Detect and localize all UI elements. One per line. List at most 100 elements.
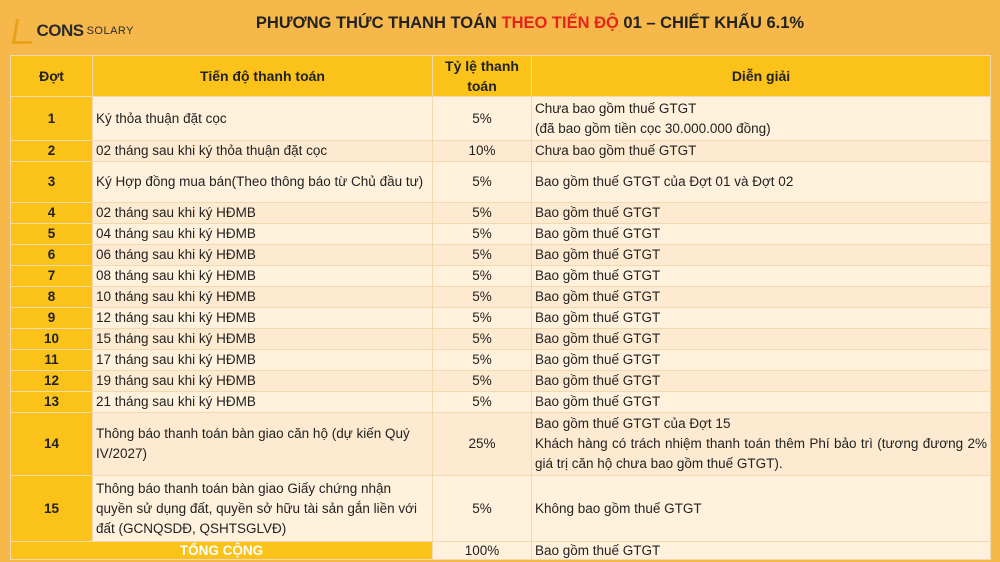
row-dot: 1	[10, 96, 93, 141]
row-dot: 4	[10, 202, 93, 224]
note-line: Bao gồm thuế GTGT	[535, 226, 661, 241]
row-dot: 13	[10, 391, 93, 413]
row-rate: 5%	[432, 328, 532, 350]
row-rate: 5%	[432, 265, 532, 287]
note-line: Bao gồm thuế GTGT	[535, 205, 661, 220]
logo: CONS SOLARY	[11, 16, 134, 46]
row-note: Bao gồm thuế GTGT	[531, 328, 991, 350]
row-dot: 11	[10, 349, 93, 371]
row-dot: 12	[10, 370, 93, 392]
row-rate: 5%	[432, 370, 532, 392]
table-row: 14 Thông báo thanh toán bàn giao căn hộ (…	[10, 412, 991, 476]
table-row: 1 Ký thỏa thuận đặt cọc 5% Chưa bao gồm thu…	[10, 96, 991, 141]
row-rate: 5%	[432, 391, 532, 413]
row-rate: 5%	[432, 286, 532, 308]
note-line: Bao gồm thuế GTGT	[535, 247, 661, 262]
header-rate: Tỷ lệ thanh toán	[432, 55, 532, 97]
row-dot: 10	[10, 328, 93, 350]
row-dot: 5	[10, 223, 93, 245]
header-progress: Tiến độ thanh toán	[92, 55, 433, 97]
row-rate: 5%	[432, 202, 532, 224]
note-line: Bao gồm thuế GTGT	[535, 268, 661, 283]
row-rate: 5%	[432, 244, 532, 266]
row-note: Bao gồm thuế GTGT	[531, 244, 991, 266]
table-row: 12 19 tháng sau khi ký HĐMB 5% Bao gồm thuế…	[10, 370, 991, 392]
row-note: Bao gồm thuế GTGT	[531, 349, 991, 371]
row-dot: 15	[10, 475, 93, 542]
table-row: 5 04 tháng sau khi ký HĐMB 5% Bao gồm thuế …	[10, 223, 991, 245]
row-rate: 5%	[432, 223, 532, 245]
table-row: 3 Ký Hợp đồng mua bán(Theo thông báo từ C…	[10, 161, 991, 203]
row-note: Chưa bao gồm thuế GTGT	[531, 140, 991, 162]
row-dot: 9	[10, 307, 93, 329]
row-progress: Ký thỏa thuận đặt cọc	[92, 96, 433, 141]
table-header-row: Đợt Tiến độ thanh toán Tỷ lệ thanh toán …	[10, 55, 991, 97]
page-title: PHƯƠNG THỨC THANH TOÁN THEO TIẾN ĐỘ 01 –…	[210, 14, 850, 33]
row-progress: 08 tháng sau khi ký HĐMB	[92, 265, 433, 287]
row-note: Bao gồm thuế GTGT của Đợt 01 và Đợt 02	[531, 161, 991, 203]
payment-schedule-table: Đợt Tiến độ thanh toán Tỷ lệ thanh toán …	[10, 55, 991, 560]
table-row: 6 06 tháng sau khi ký HĐMB 5% Bao gồm thuế …	[10, 244, 991, 266]
row-progress: 15 tháng sau khi ký HĐMB	[92, 328, 433, 350]
table-row: 15 Thông báo thanh toán bàn giao Giấy chứ…	[10, 475, 991, 542]
title-part2: 01 – CHIẾT KHẤU 6.1%	[618, 14, 805, 32]
row-progress: 19 tháng sau khi ký HĐMB	[92, 370, 433, 392]
row-note: Bao gồm thuế GTGT	[531, 223, 991, 245]
logo-sub: SOLARY	[86, 25, 134, 37]
table-row: 10 15 tháng sau khi ký HĐMB 5% Bao gồm thuế…	[10, 328, 991, 350]
logo-brand: CONS	[36, 21, 84, 40]
title-highlight: THEO TIẾN ĐỘ	[501, 14, 619, 32]
row-note: Bao gồm thuế GTGT	[531, 370, 991, 392]
row-rate: 5%	[432, 349, 532, 371]
header-dot: Đợt	[10, 55, 93, 97]
note-line: Chưa bao gồm thuế GTGT	[535, 100, 697, 116]
note-line: Bao gồm thuế GTGT	[535, 373, 661, 388]
table-row: 9 12 tháng sau khi ký HĐMB 5% Bao gồm thuế …	[10, 307, 991, 329]
row-progress: Thông báo thanh toán bàn giao căn hộ (dự…	[92, 412, 433, 476]
row-progress: 04 tháng sau khi ký HĐMB	[92, 223, 433, 245]
note-line: (đã bao gồm tiền cọc 30.000.000 đồng)	[535, 120, 771, 136]
table-row: 13 21 tháng sau khi ký HĐMB 5% Bao gồm thuế…	[10, 391, 991, 413]
row-dot: 3	[10, 161, 93, 203]
row-rate: 25%	[432, 412, 532, 476]
note-line: Khách hàng có trách nhiệm thanh toán thê…	[535, 436, 987, 471]
table-row: 7 08 tháng sau khi ký HĐMB 5% Bao gồm thuế …	[10, 265, 991, 287]
row-note: Bao gồm thuế GTGT	[531, 265, 991, 287]
row-progress: 06 tháng sau khi ký HĐMB	[92, 244, 433, 266]
row-dot: 2	[10, 140, 93, 162]
note-line: Bao gồm thuế GTGT	[535, 310, 661, 325]
total-rate: 100%	[432, 541, 532, 560]
row-note: Bao gồm thuế GTGT của Đợt 15 Khách hàng c…	[531, 412, 991, 476]
table-row: 11 17 tháng sau khi ký HĐMB 5% Bao gồm thuế…	[10, 349, 991, 371]
note-line: Bao gồm thuế GTGT	[535, 394, 661, 409]
row-note: Bao gồm thuế GTGT	[531, 286, 991, 308]
row-rate: 5%	[432, 96, 532, 141]
table-row: 4 02 tháng sau khi ký HĐMB 5% Bao gồm thuế …	[10, 202, 991, 224]
row-rate: 5%	[432, 307, 532, 329]
header-note: Diễn giải	[531, 55, 991, 97]
title-part1: PHƯƠNG THỨC THANH TOÁN	[255, 14, 502, 32]
table-row: 2 02 tháng sau khi ký thỏa thuận đặt cọc 1…	[10, 140, 991, 162]
row-progress: 02 tháng sau khi ký thỏa thuận đặt cọc	[92, 140, 433, 162]
row-note: Bao gồm thuế GTGT	[531, 307, 991, 329]
row-progress: Ký Hợp đồng mua bán(Theo thông báo từ Ch…	[92, 161, 433, 203]
row-progress: 12 tháng sau khi ký HĐMB	[92, 307, 433, 329]
note-line: Bao gồm thuế GTGT	[535, 331, 661, 346]
note-line: Không bao gồm thuế GTGT	[535, 500, 702, 516]
row-progress: 21 tháng sau khi ký HĐMB	[92, 391, 433, 413]
row-note: Bao gồm thuế GTGT	[531, 391, 991, 413]
row-dot: 14	[10, 412, 93, 476]
total-row: TỔNG CỘNG 100% Bao gồm thuế GTGT	[10, 541, 991, 560]
note-line: Bao gồm thuế GTGT	[535, 352, 661, 367]
total-note: Bao gồm thuế GTGT	[531, 541, 991, 560]
note-line: Bao gồm thuế GTGT của Đợt 15	[535, 416, 731, 431]
note-line: Bao gồm thuế GTGT của Đợt 01 và Đợt 02	[535, 174, 794, 189]
row-dot: 6	[10, 244, 93, 266]
row-note: Không bao gồm thuế GTGT	[531, 475, 991, 542]
row-dot: 7	[10, 265, 93, 287]
row-progress: Thông báo thanh toán bàn giao Giấy chứng…	[92, 475, 433, 542]
row-dot: 8	[10, 286, 93, 308]
row-progress: 02 tháng sau khi ký HĐMB	[92, 202, 433, 224]
row-note: Bao gồm thuế GTGT	[531, 202, 991, 224]
row-note: Chưa bao gồm thuế GTGT (đã bao gồm tiền c…	[531, 96, 991, 141]
